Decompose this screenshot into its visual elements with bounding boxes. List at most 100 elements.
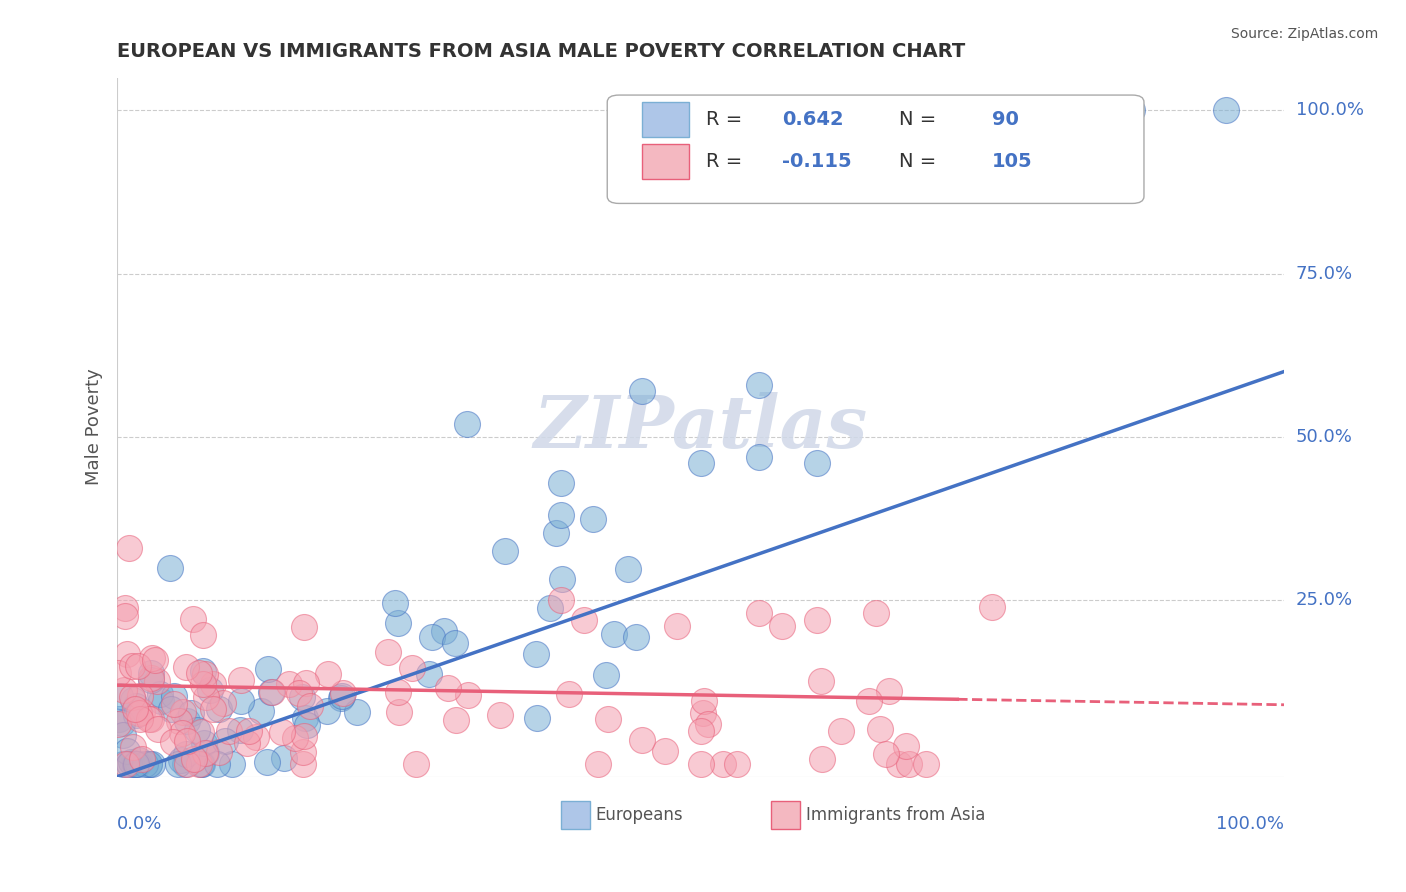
Immigrants from Asia <box>437 681 460 695</box>
Immigrants from Asia <box>586 756 609 771</box>
Europeans <box>125 756 148 771</box>
Europeans <box>205 756 228 771</box>
Immigrants from Asia <box>146 673 169 688</box>
Europeans <box>526 711 548 725</box>
Europeans <box>538 601 561 615</box>
Europeans <box>167 756 190 771</box>
Immigrants from Asia <box>193 677 215 691</box>
Immigrants from Asia <box>387 684 409 698</box>
Immigrants from Asia <box>146 722 169 736</box>
Immigrants from Asia <box>294 676 316 690</box>
Europeans <box>122 693 145 707</box>
Immigrants from Asia <box>291 746 314 760</box>
Immigrants from Asia <box>174 659 197 673</box>
Immigrants from Asia <box>858 694 880 708</box>
Text: Immigrants from Asia: Immigrants from Asia <box>806 806 986 824</box>
Europeans <box>149 687 172 701</box>
Immigrants from Asia <box>869 722 891 736</box>
Immigrants from Asia <box>725 756 748 771</box>
Immigrants from Asia <box>188 756 211 771</box>
Europeans <box>214 734 236 748</box>
Europeans <box>174 747 197 761</box>
Immigrants from Asia <box>212 696 235 710</box>
Immigrants from Asia <box>229 673 252 687</box>
Text: N =: N = <box>898 152 942 171</box>
Europeans <box>260 684 283 698</box>
Europeans <box>384 596 406 610</box>
Europeans <box>748 450 770 464</box>
Immigrants from Asia <box>270 725 292 739</box>
Text: R =: R = <box>706 110 749 129</box>
Immigrants from Asia <box>112 683 135 698</box>
Immigrants from Asia <box>489 708 512 723</box>
Immigrants from Asia <box>697 717 720 731</box>
Text: 0.642: 0.642 <box>782 110 844 129</box>
Text: Source: ZipAtlas.com: Source: ZipAtlas.com <box>1230 27 1378 41</box>
Europeans <box>186 723 208 737</box>
Europeans <box>160 702 183 716</box>
Europeans <box>418 666 440 681</box>
Europeans <box>194 746 217 760</box>
Text: R =: R = <box>706 152 749 171</box>
Immigrants from Asia <box>163 698 186 712</box>
Text: 100.0%: 100.0% <box>1296 102 1364 120</box>
Immigrants from Asia <box>127 658 149 673</box>
Immigrants from Asia <box>897 756 920 771</box>
Europeans <box>1215 103 1237 118</box>
Immigrants from Asia <box>981 599 1004 614</box>
Immigrants from Asia <box>202 702 225 716</box>
Immigrants from Asia <box>129 712 152 726</box>
Europeans <box>330 691 353 706</box>
Immigrants from Asia <box>896 739 918 754</box>
Immigrants from Asia <box>806 613 828 627</box>
Immigrants from Asia <box>176 734 198 748</box>
Immigrants from Asia <box>143 653 166 667</box>
Immigrants from Asia <box>115 648 138 662</box>
Europeans <box>257 662 280 676</box>
Immigrants from Asia <box>689 756 711 771</box>
Europeans <box>420 630 443 644</box>
Europeans <box>190 756 212 771</box>
Immigrants from Asia <box>141 650 163 665</box>
Europeans <box>127 756 149 771</box>
Immigrants from Asia <box>596 712 619 726</box>
Europeans <box>191 664 214 678</box>
Immigrants from Asia <box>131 752 153 766</box>
Immigrants from Asia <box>557 687 579 701</box>
Immigrants from Asia <box>654 744 676 758</box>
Europeans <box>111 756 134 771</box>
Immigrants from Asia <box>245 731 267 745</box>
Immigrants from Asia <box>332 685 354 699</box>
Immigrants from Asia <box>128 706 150 720</box>
Immigrants from Asia <box>202 677 225 691</box>
Europeans <box>159 561 181 575</box>
Immigrants from Asia <box>865 607 887 621</box>
Europeans <box>346 705 368 719</box>
Europeans <box>138 756 160 771</box>
Immigrants from Asia <box>550 593 572 607</box>
Immigrants from Asia <box>167 714 190 729</box>
Immigrants from Asia <box>748 607 770 621</box>
Text: N =: N = <box>898 110 942 129</box>
Immigrants from Asia <box>877 684 900 698</box>
Europeans <box>433 624 456 638</box>
Immigrants from Asia <box>172 705 194 719</box>
Europeans <box>229 723 252 738</box>
Immigrants from Asia <box>446 713 468 727</box>
Immigrants from Asia <box>692 706 714 720</box>
Immigrants from Asia <box>318 667 340 681</box>
Europeans <box>494 543 516 558</box>
Text: EUROPEAN VS IMMIGRANTS FROM ASIA MALE POVERTY CORRELATION CHART: EUROPEAN VS IMMIGRANTS FROM ASIA MALE PO… <box>117 42 966 61</box>
Europeans <box>550 475 572 490</box>
Text: 90: 90 <box>993 110 1019 129</box>
Immigrants from Asia <box>195 690 218 704</box>
Immigrants from Asia <box>121 690 143 705</box>
Europeans <box>748 377 770 392</box>
Bar <box>643 144 689 179</box>
Immigrants from Asia <box>915 756 938 771</box>
Europeans <box>139 666 162 681</box>
Immigrants from Asia <box>572 613 595 627</box>
Europeans <box>207 702 229 716</box>
Europeans <box>122 756 145 771</box>
Immigrants from Asia <box>288 685 311 699</box>
